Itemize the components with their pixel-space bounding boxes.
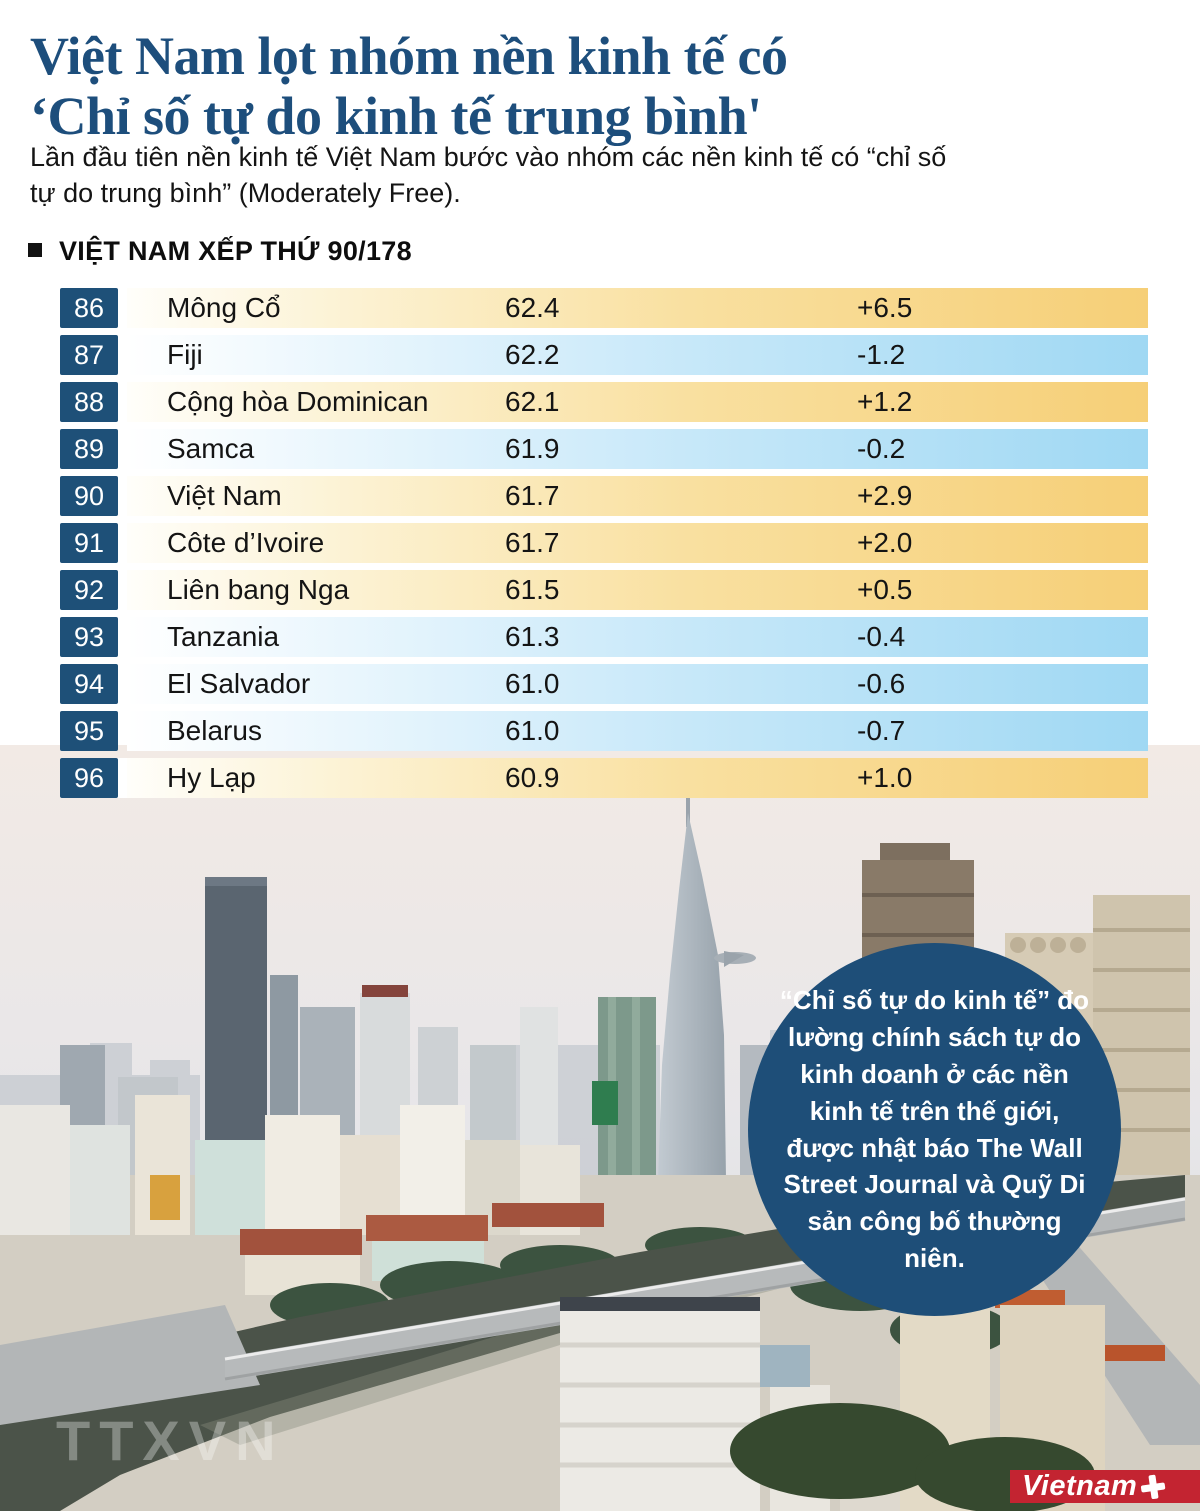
score-value: 61.0 — [505, 668, 560, 699]
country-name: Liên bang Nga — [167, 574, 350, 605]
square-bullet-icon — [28, 243, 42, 257]
logo-text: Vietnam — [1022, 1470, 1138, 1502]
change-value: +1.2 — [857, 386, 913, 417]
country-name: Fiji — [167, 339, 203, 370]
row-bar: Việt Nam 61.7 +2.9 — [127, 476, 1148, 516]
table-row: 94 El Salvador 61.0 -0.6 — [60, 664, 1148, 704]
row-bar: Côte d’Ivoire 61.7 +2.0 — [127, 523, 1148, 563]
rank-badge: 87 — [60, 335, 118, 375]
rank-badge: 96 — [60, 758, 118, 798]
country-name: Hy Lạp — [167, 762, 256, 793]
rank-badge: 91 — [60, 523, 118, 563]
score-value: 62.2 — [505, 339, 560, 370]
page-title: Việt Nam lọt nhóm nền kinh tế có ‘Chỉ số… — [30, 26, 1170, 147]
table-row: 91 Côte d’Ivoire 61.7 +2.0 — [60, 523, 1148, 563]
row-bar: Belarus 61.0 -0.7 — [127, 711, 1148, 751]
rank-badge: 86 — [60, 288, 118, 328]
table-row: 92 Liên bang Nga 61.5 +0.5 — [60, 570, 1148, 610]
change-value: +2.0 — [857, 527, 913, 558]
row-bar: Mông Cổ 62.4 +6.5 — [127, 288, 1148, 328]
section-heading-label: VIỆT NAM XẾP THỨ 90/178 — [59, 236, 412, 266]
change-value: -0.6 — [857, 668, 906, 699]
change-value: +0.5 — [857, 574, 913, 605]
callout-text: “Chỉ số tự do kinh tế” đo lường chính sá… — [776, 982, 1094, 1277]
subtitle: Lần đầu tiên nền kinh tế Việt Nam bước v… — [30, 140, 1030, 211]
row-bar: Samca 61.9 -0.2 — [127, 429, 1148, 469]
table-row: 90 Việt Nam 61.7 +2.9 — [60, 476, 1148, 516]
rank-badge: 94 — [60, 664, 118, 704]
table-row: 87 Fiji 62.2 -1.2 — [60, 335, 1148, 375]
rank-badge: 88 — [60, 382, 118, 422]
change-value: +2.9 — [857, 480, 913, 511]
table-row: 89 Samca 61.9 -0.2 — [60, 429, 1148, 469]
score-value: 61.9 — [505, 433, 560, 464]
score-value: 61.3 — [505, 621, 560, 652]
row-bar: Cộng hòa Dominican 62.1 +1.2 — [127, 382, 1148, 422]
country-name: Samca — [167, 433, 255, 464]
row-bar: Fiji 62.2 -1.2 — [127, 335, 1148, 375]
score-value: 62.4 — [505, 292, 560, 323]
row-bar: El Salvador 61.0 -0.6 — [127, 664, 1148, 704]
rank-badge: 92 — [60, 570, 118, 610]
change-value: -1.2 — [857, 339, 906, 370]
rank-badge: 89 — [60, 429, 118, 469]
ranking-table: 86 Mông Cổ 62.4 +6.5 87 Fiji 62.2 -1.2 8… — [60, 288, 1148, 798]
table-row: 88 Cộng hòa Dominican 62.1 +1.2 — [60, 382, 1148, 422]
country-name: Mông Cổ — [167, 292, 281, 323]
country-name: Côte d’Ivoire — [167, 527, 325, 558]
callout-lead: “Chỉ số tự do kinh tế” — [779, 984, 1051, 1015]
change-value: +6.5 — [857, 292, 913, 323]
rank-badge: 90 — [60, 476, 118, 516]
country-name: Tanzania — [167, 621, 280, 652]
score-value: 61.0 — [505, 715, 560, 746]
country-name: El Salvador — [167, 668, 311, 699]
callout-circle: “Chỉ số tự do kinh tế” đo lường chính sá… — [748, 943, 1121, 1316]
country-name: Cộng hòa Dominican — [167, 386, 429, 417]
score-value: 61.7 — [505, 480, 560, 511]
subtitle-line-1: Lần đầu tiên nền kinh tế Việt Nam bước v… — [30, 142, 947, 172]
country-name: Belarus — [167, 715, 262, 746]
rank-badge: 93 — [60, 617, 118, 657]
country-name: Việt Nam — [167, 480, 282, 511]
rank-badge: 95 — [60, 711, 118, 751]
vietnamplus-logo: Vietnam — [1010, 1470, 1200, 1503]
change-value: -0.2 — [857, 433, 906, 464]
row-bar: Tanzania 61.3 -0.4 — [127, 617, 1148, 657]
subtitle-line-2: tự do trung bình” (Moderately Free). — [30, 177, 461, 208]
score-value: 60.9 — [505, 762, 560, 793]
table-row: 95 Belarus 61.0 -0.7 — [60, 711, 1148, 751]
section-heading: VIỆT NAM XẾP THỨ 90/178 — [28, 236, 412, 267]
score-value: 62.1 — [505, 386, 560, 417]
score-value: 61.5 — [505, 574, 560, 605]
row-bar: Hy Lạp 60.9 +1.0 — [127, 758, 1148, 798]
change-value: -0.7 — [857, 715, 906, 746]
watermark: TTXVN — [56, 1409, 285, 1472]
table-row: 86 Mông Cổ 62.4 +6.5 — [60, 288, 1148, 328]
change-value: +1.0 — [857, 762, 913, 793]
change-value: -0.4 — [857, 621, 906, 652]
title-line-1: Việt Nam lọt nhóm nền kinh tế có — [30, 26, 788, 86]
score-value: 61.7 — [505, 527, 560, 558]
row-bar: Liên bang Nga 61.5 +0.5 — [127, 570, 1148, 610]
table-row: 96 Hy Lạp 60.9 +1.0 — [60, 758, 1148, 798]
plus-icon — [1140, 1473, 1167, 1500]
table-row: 93 Tanzania 61.3 -0.4 — [60, 617, 1148, 657]
callout-rest: đo lường chính sách tự do kinh doanh ở c… — [783, 984, 1090, 1274]
title-line-2: ‘Chỉ số tự do kinh tế trung bình' — [30, 86, 762, 147]
